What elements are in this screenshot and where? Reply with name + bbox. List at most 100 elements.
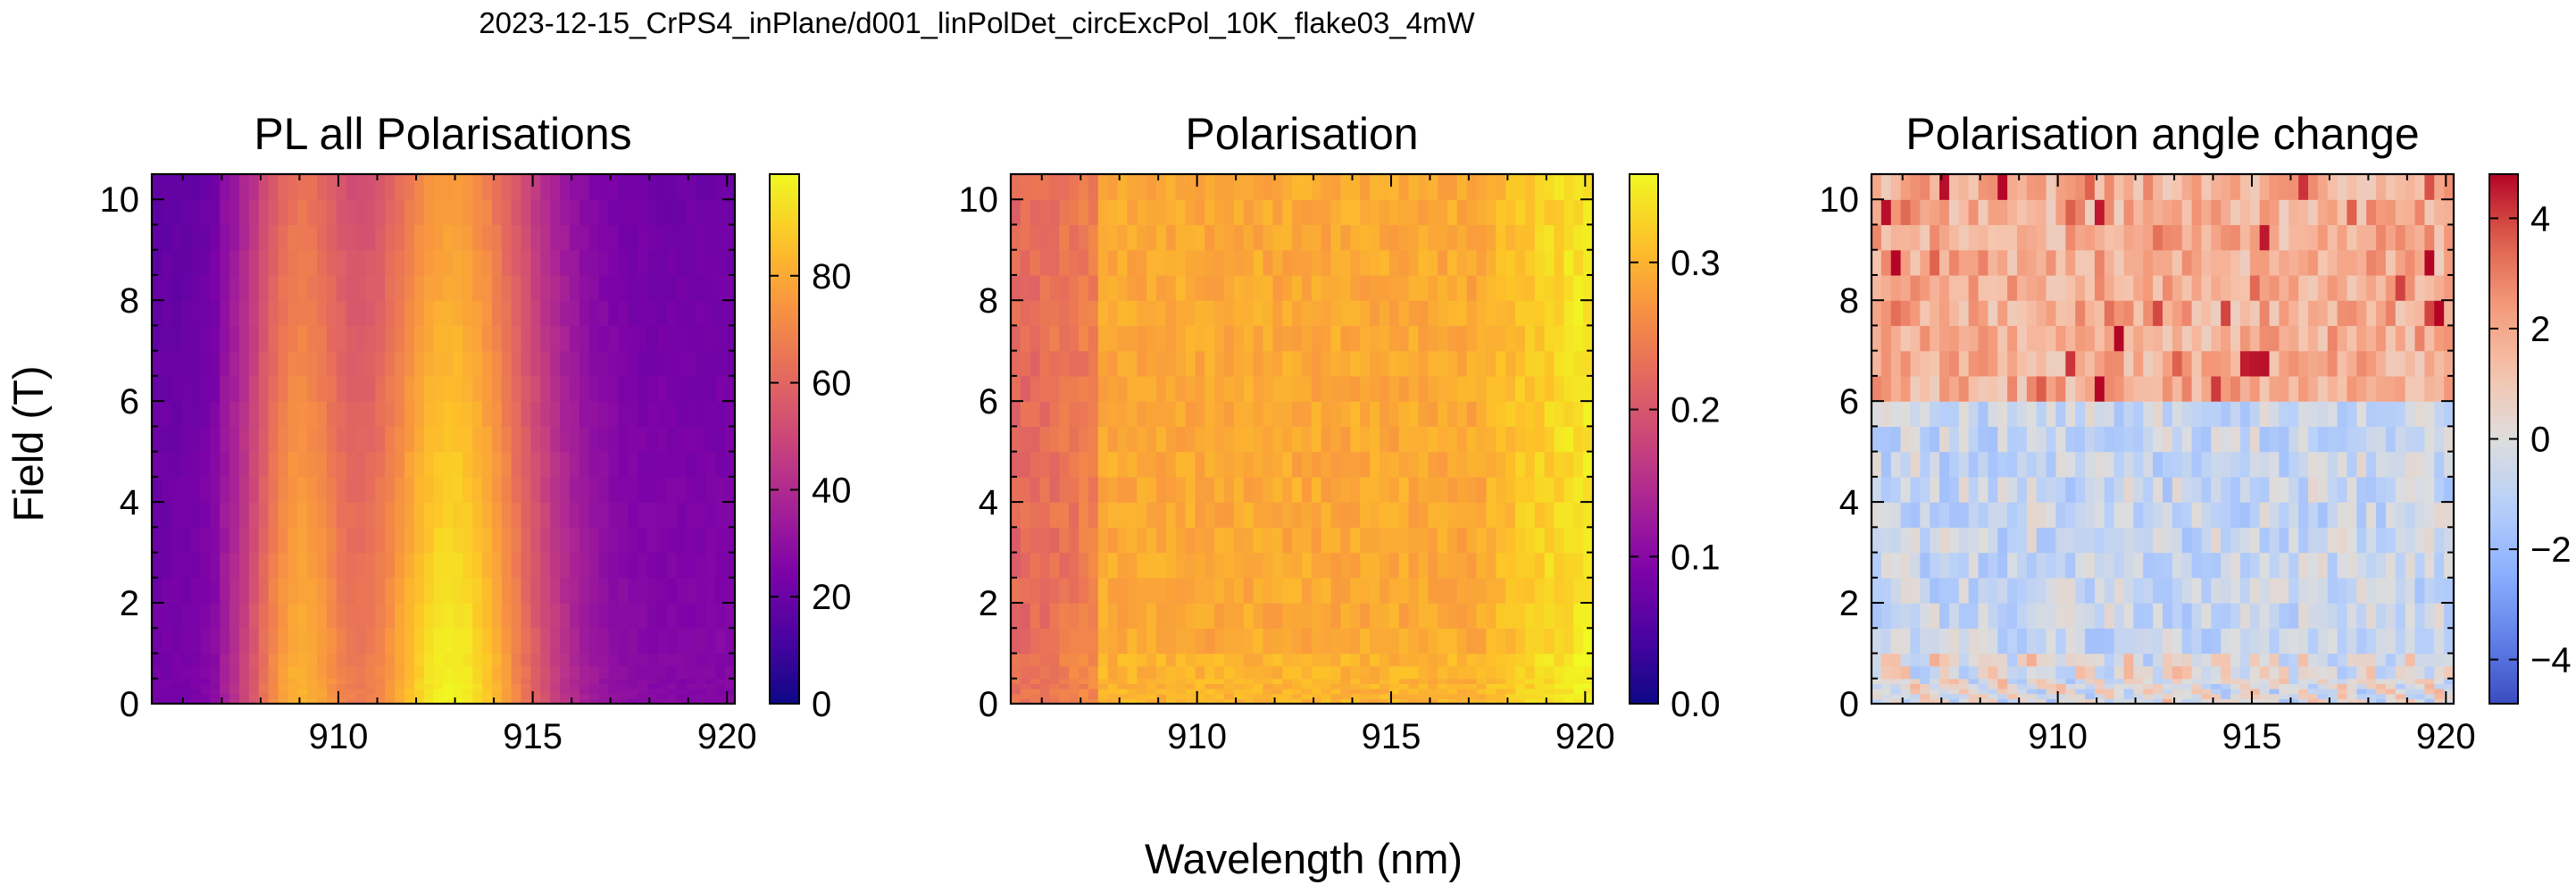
heatmap-cell <box>2065 274 2076 301</box>
heatmap-cell <box>1939 224 1950 251</box>
heatmap-cell <box>2017 375 2028 402</box>
heatmap-cell <box>2414 678 2425 685</box>
heatmap-cell <box>2036 401 2047 427</box>
heatmap-cell <box>258 325 270 352</box>
heatmap-cell <box>1224 249 1235 276</box>
heatmap-cell <box>463 274 473 301</box>
heatmap-cell <box>2113 665 2125 680</box>
heatmap-cell <box>180 274 192 301</box>
heatmap-cell <box>1939 527 1950 554</box>
heatmap-cell <box>1360 502 1371 528</box>
heatmap-cell <box>2163 628 2173 655</box>
heatmap-cell <box>1205 603 1215 629</box>
heatmap-cell <box>1107 300 1119 327</box>
heatmap-cell <box>598 665 610 680</box>
heatmap-cell <box>433 577 445 604</box>
heatmap-cell <box>2385 665 2397 680</box>
heatmap-cell <box>161 689 172 695</box>
heatmap-cell <box>423 683 435 689</box>
heatmap-cell <box>1573 426 1584 453</box>
heatmap-cell <box>588 350 600 377</box>
heatmap-cell <box>1466 199 1478 226</box>
heatmap-cell <box>1939 300 1950 327</box>
heatmap-cell <box>1583 665 1594 680</box>
heatmap-cell <box>2221 689 2231 695</box>
heatmap-cell <box>2259 199 2271 226</box>
heatmap-cell <box>200 683 211 689</box>
heatmap-cell <box>1978 451 1988 478</box>
heatmap-cell <box>1340 603 1351 629</box>
heatmap-cell <box>1311 689 1322 695</box>
heatmap-cell <box>180 426 192 453</box>
heatmap-cell <box>423 628 435 655</box>
heatmap-cell <box>152 665 163 680</box>
heatmap-cell <box>1146 552 1157 579</box>
heatmap-cell <box>1370 665 1380 680</box>
heatmap-cell <box>1573 552 1584 579</box>
heatmap-cell <box>2337 401 2348 427</box>
heatmap-cell <box>248 426 260 453</box>
heatmap-cell <box>2075 325 2086 352</box>
heatmap-cell <box>2172 224 2183 251</box>
heatmap-cell <box>375 426 386 453</box>
heatmap-cell <box>1321 174 1332 200</box>
heatmap-cell <box>385 653 396 667</box>
heatmap-cell <box>1583 552 1594 579</box>
heatmap-cell <box>2337 603 2348 629</box>
heatmap-cell <box>1524 603 1536 629</box>
heatmap-cell <box>1243 476 1255 503</box>
heatmap-cell <box>2308 678 2319 685</box>
heatmap-cell <box>1059 527 1070 554</box>
heatmap-cell <box>1243 603 1255 629</box>
heatmap-cell <box>1224 224 1235 251</box>
heatmap-cell <box>1360 375 1371 402</box>
heatmap-cell <box>1920 224 1930 251</box>
heatmap-cell <box>560 375 571 402</box>
heatmap-cell <box>2337 527 2348 554</box>
heatmap-cell <box>1370 426 1380 453</box>
heatmap-cell <box>560 476 571 503</box>
heatmap-cell <box>355 199 367 226</box>
heatmap-cell <box>2317 693 2329 699</box>
heatmap-cell <box>220 274 230 301</box>
heatmap-cell <box>1900 249 1912 276</box>
heatmap-cell <box>725 683 736 689</box>
heatmap-cell <box>705 224 716 251</box>
heatmap-cell <box>2055 224 2066 251</box>
heatmap-cell <box>1379 199 1390 226</box>
heatmap-cell <box>346 683 357 689</box>
heatmap-cell <box>2308 375 2319 402</box>
heatmap-cell <box>1939 653 1950 667</box>
heatmap-cell <box>2308 426 2319 453</box>
heatmap-cell <box>336 698 347 705</box>
heatmap-cell <box>1059 249 1070 276</box>
heatmap-cell <box>268 249 279 276</box>
heatmap-cell <box>2007 628 2018 655</box>
heatmap-cell <box>210 628 221 655</box>
heatmap-cell <box>2221 451 2231 478</box>
heatmap-cell <box>1418 527 1429 554</box>
heatmap-cell <box>1388 451 1400 478</box>
heatmap-cell <box>647 698 658 705</box>
heatmap-cell <box>1554 350 1564 377</box>
heatmap-cell <box>385 375 396 402</box>
heatmap-cell <box>1011 350 1021 377</box>
heatmap-cell <box>1079 350 1089 377</box>
heatmap-cell <box>1049 199 1060 226</box>
heatmap-cell <box>2230 401 2241 427</box>
heatmap-cell <box>2065 502 2076 528</box>
heatmap-cell <box>2259 325 2271 352</box>
heatmap-cell <box>220 527 230 554</box>
heatmap-cell <box>1097 426 1109 453</box>
heatmap-cell <box>220 693 230 699</box>
heatmap-cell <box>288 300 298 327</box>
heatmap-cell <box>1880 224 1892 251</box>
heatmap-cell <box>2249 325 2261 352</box>
heatmap-cell <box>1466 375 1478 402</box>
heatmap-cell <box>423 693 435 699</box>
heatmap-cell <box>676 678 688 685</box>
heatmap-cell <box>1011 653 1021 667</box>
heatmap-cell <box>2075 603 2086 629</box>
heatmap-cell <box>2036 426 2047 453</box>
heatmap-cell <box>2414 224 2425 251</box>
